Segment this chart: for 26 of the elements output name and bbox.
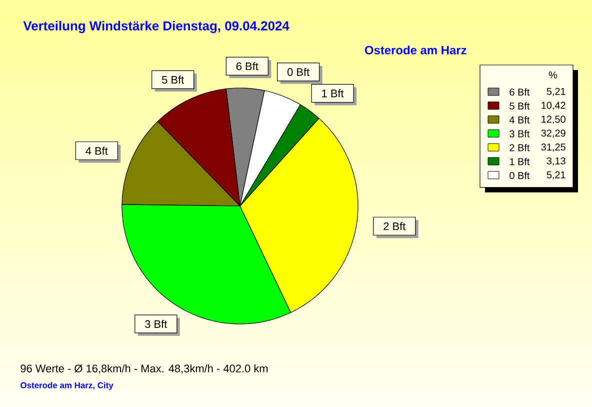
legend-title: %: [548, 72, 558, 78]
data-label: 12,50: [542, 116, 566, 124]
slice-label: 6 Bft: [236, 62, 258, 70]
legend-label: 5 Bft: [510, 102, 530, 110]
legend-label: 3 Bft: [510, 130, 530, 138]
legend-label: 0 Bft: [510, 172, 530, 180]
chart-subtitle: Osterode am Harz: [364, 46, 466, 54]
legend-label: 6 Bft: [510, 88, 530, 96]
legend-label: 2 Bft: [510, 144, 530, 152]
slice-label: 2 Bft: [384, 222, 406, 230]
chart-title: Verteilung Windstärke Dienstag, 09.04.2024: [23, 20, 290, 34]
data-label: 3,13: [546, 157, 566, 166]
data-label: 32,29: [541, 130, 566, 138]
slice-label: 0 Bft: [287, 68, 310, 76]
text: Osterode am Harz, City: [20, 382, 114, 390]
slice-label: 1 Bft: [322, 89, 344, 98]
data-label: 31,25: [541, 143, 566, 152]
legend-label: 1 Bft: [510, 158, 530, 166]
data-label: 5,21: [546, 88, 566, 96]
slice-label: 5 Bft: [162, 76, 184, 84]
slice-label: 4 Bft: [86, 146, 108, 155]
data-label: 5,21: [546, 171, 566, 180]
legend-label: 4 Bft: [509, 116, 530, 124]
text: 96 Werte - Ø 16,8km/h - Max. 48,3km/h - 402.0 km: [20, 364, 268, 374]
data-label: 10,42: [542, 102, 566, 110]
slice-label: 3 Bft: [145, 320, 168, 328]
